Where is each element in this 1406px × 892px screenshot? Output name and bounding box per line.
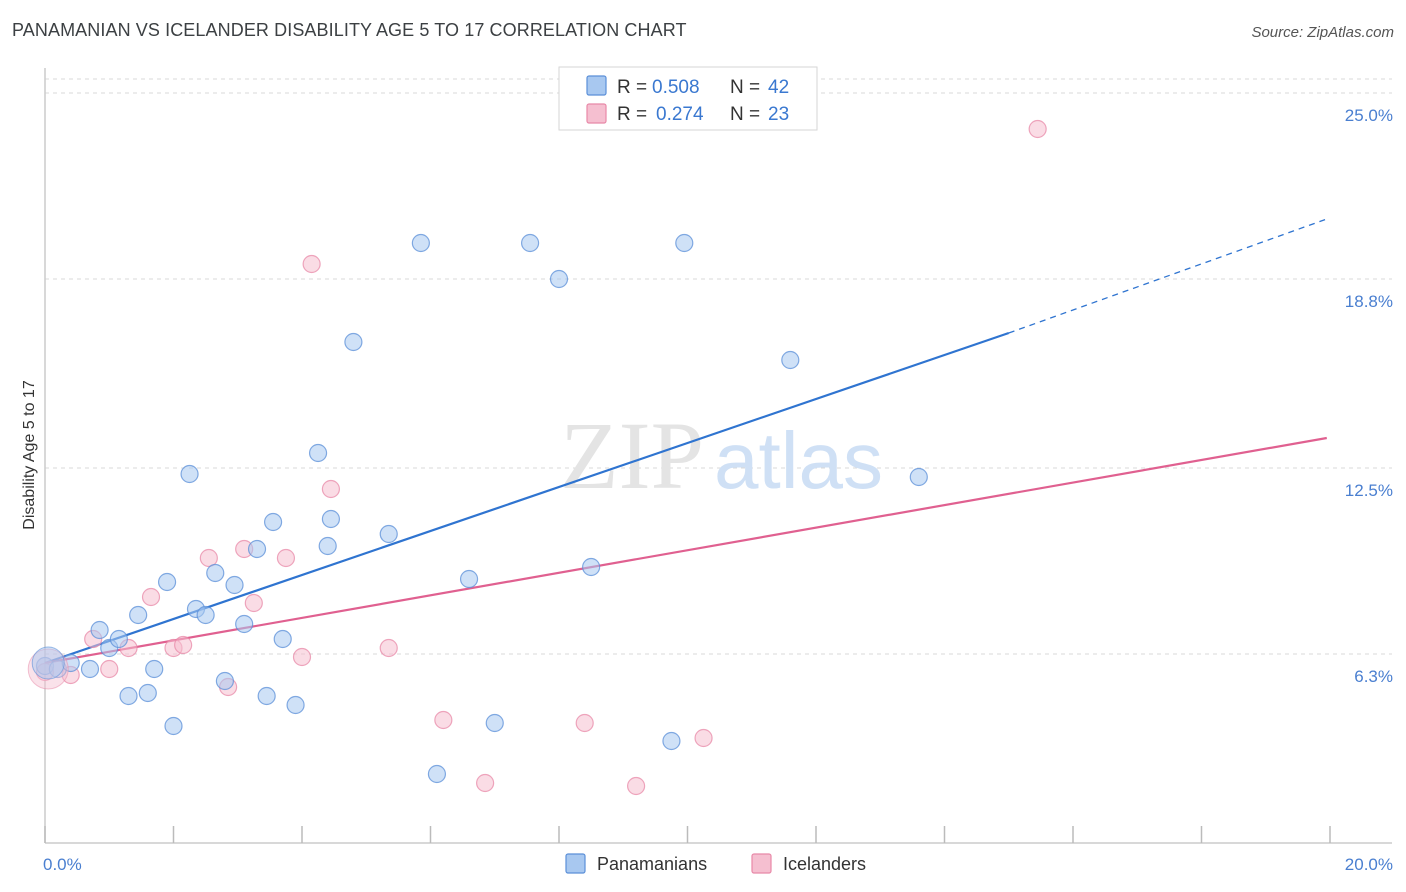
y-tick-label: 18.8% (1345, 292, 1393, 311)
point-panamanian (485, 713, 504, 733)
point-panamanian (138, 683, 157, 703)
y-tick-label: 6.3% (1354, 667, 1393, 686)
point-panamanian (321, 509, 341, 529)
legend-n-label-1: N = (730, 77, 760, 98)
point-icelander (1028, 119, 1047, 139)
watermark-atlas: atlas (714, 416, 883, 505)
series-legend: Panamanians Icelanders (565, 853, 866, 874)
point-panamanian (119, 686, 138, 706)
point-panamanian (662, 731, 681, 751)
point-icelander (199, 548, 218, 568)
legend-r-value-2: 0.274 (656, 104, 704, 125)
point-panamanian (129, 605, 148, 625)
legend-swatch-panamanians (586, 75, 607, 96)
series-legend-label-panamanians: Panamanians (597, 854, 707, 874)
source-credit: Source: ZipAtlas.com (1251, 24, 1394, 41)
point-icelander (476, 773, 495, 793)
point-panamanian (411, 233, 430, 253)
point-panamanian (225, 575, 244, 595)
point-icelander (575, 713, 594, 733)
point-cluster-panamanian (31, 646, 65, 680)
point-panamanian (215, 671, 234, 691)
point-panamanian (549, 269, 569, 289)
point-panamanian (263, 512, 283, 532)
watermark-zip: ZIP (560, 402, 704, 509)
correlation-legend: R = 0.508 N = 42 R = 0.274 N = 23 (558, 66, 818, 131)
y-tick-label: 12.5% (1345, 481, 1393, 500)
point-panamanian (206, 563, 225, 583)
point-panamanian (235, 614, 254, 634)
point-panamanian (247, 539, 267, 559)
point-panamanian (196, 605, 215, 625)
point-panamanian (257, 686, 276, 706)
x-tick-label: 0.0% (43, 855, 82, 874)
legend-r-value-1: 0.508 (652, 77, 700, 98)
point-icelander (434, 710, 453, 730)
y-axis-label: Disability Age 5 to 17 (21, 380, 38, 530)
series-legend-swatch-icelanders (751, 853, 772, 874)
point-panamanian (308, 443, 328, 463)
x-tick-label: 20.0% (1345, 855, 1393, 874)
point-panamanian (157, 572, 177, 592)
point-panamanian (80, 659, 100, 679)
watermark: ZIP atlas (560, 402, 883, 509)
y-tick-label: 25.0% (1345, 106, 1393, 125)
legend-r-label-2: R = (617, 104, 647, 125)
point-panamanian (180, 464, 199, 484)
point-panamanian (164, 716, 183, 736)
series-legend-label-icelanders: Icelanders (783, 854, 866, 874)
legend-swatch-icelanders (586, 103, 607, 124)
point-panamanian (459, 569, 479, 589)
point-icelander (141, 587, 161, 607)
point-icelander (174, 635, 193, 655)
point-panamanian (427, 764, 447, 784)
point-icelander (244, 593, 263, 613)
legend-r-label-1: R = (617, 77, 647, 98)
axes-layer: 6.3% 12.5% 18.8% 25.0% 0.0% 20.0% (43, 68, 1393, 874)
point-icelander (321, 479, 341, 499)
point-panamanian (582, 557, 601, 577)
point-panamanian (318, 536, 337, 556)
legend-n-value-2: 23 (768, 104, 789, 125)
point-panamanian (520, 233, 540, 253)
trend-line-icelanders (44, 436, 1327, 665)
point-panamanian (379, 524, 398, 544)
grid-layer (45, 78, 1392, 655)
chart-title: PANAMANIAN VS ICELANDER DISABILITY AGE 5… (12, 20, 687, 40)
point-panamanian (344, 332, 363, 352)
point-icelander (694, 728, 713, 748)
point-icelander (626, 776, 646, 796)
point-panamanian (145, 659, 164, 679)
point-panamanian (675, 233, 694, 253)
point-panamanian (273, 629, 292, 649)
point-panamanian (109, 629, 128, 649)
point-icelander (100, 659, 119, 679)
point-panamanian (781, 350, 800, 370)
point-panamanian (90, 620, 109, 640)
point-icelander (302, 254, 321, 274)
point-panamanian (286, 695, 305, 715)
trend-line-panamanians-extension (1008, 218, 1328, 334)
series-legend-swatch-panamanians (565, 853, 586, 874)
data-points (27, 119, 1047, 796)
legend-n-label-2: N = (730, 104, 760, 125)
legend-n-value-1: 42 (768, 77, 789, 98)
point-icelander (379, 638, 398, 658)
point-icelander (292, 647, 312, 667)
point-panamanian (909, 467, 928, 487)
point-icelander (276, 548, 296, 568)
